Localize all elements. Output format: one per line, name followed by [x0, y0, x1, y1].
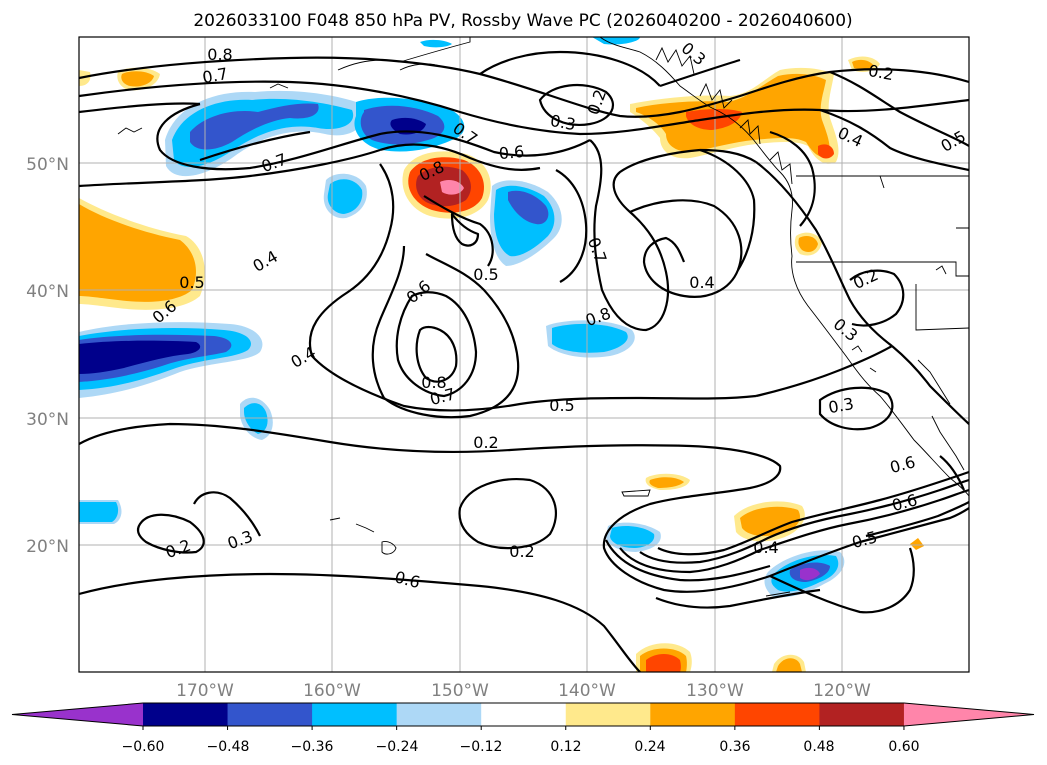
colorbar [11, 702, 1035, 730]
map-panel: 0.8 0.7 0.7 0.6 0.8 0.7 0.3 0.2 0.3 0.2 … [79, 37, 969, 672]
colorbar-tick-label: 0.24 [634, 739, 665, 755]
lon-label: 120°W [813, 681, 871, 701]
colorbar-tick-label: −0.48 [207, 739, 250, 755]
contour-label: 0.5 [179, 273, 204, 292]
colorbar-tick-label: −0.60 [122, 739, 165, 755]
coastlines [117, 37, 969, 597]
colorbar-segment [227, 703, 313, 726]
contour-label: 0.5 [549, 396, 574, 415]
colorbar-segment [565, 703, 651, 726]
contour-label: 0.3 [827, 394, 855, 417]
colorbar-extend-min [12, 703, 143, 726]
colorbar-tick-label: 0.48 [803, 739, 834, 755]
colorbar-segment [481, 703, 567, 726]
contour-label: 0.3 [549, 111, 577, 134]
lat-label: 40°N [26, 282, 69, 302]
colorbar-segment [734, 703, 820, 726]
contour-label: 0.6 [498, 142, 525, 163]
colorbar-tick-label: 0.36 [719, 739, 750, 755]
colorbar-segment [396, 703, 482, 726]
map-frame [78, 36, 970, 673]
colorbar-tick-label: −0.24 [376, 739, 419, 755]
contour-label: 0.4 [689, 273, 714, 292]
colorbar-extend-max [903, 703, 1034, 726]
contour-label: 0.8 [207, 45, 232, 64]
lon-tick-labels: 170°W 160°W 150°W 140°W 130°W 120°W [176, 681, 871, 701]
contour-label: 0.5 [473, 265, 498, 284]
contour-label: 0.8 [421, 373, 446, 392]
graticule [79, 37, 969, 672]
lon-label: 130°W [686, 681, 744, 701]
contour-label: 0.2 [509, 542, 534, 561]
lat-label: 20°N [26, 537, 69, 557]
lon-label: 140°W [558, 681, 616, 701]
lat-label: 30°N [26, 410, 69, 430]
contour-label: 0.2 [473, 433, 498, 452]
colorbar-segment [312, 703, 398, 726]
contour-label: 0.4 [753, 538, 778, 557]
colorbar-segment [650, 703, 736, 726]
colorbar-tick-labels: −0.60 −0.48 −0.36 −0.24 −0.12 0.12 0.24 … [122, 739, 920, 755]
colorbar-tick-label: 0.12 [550, 739, 581, 755]
contour-label: 0.7 [201, 64, 229, 87]
colorbar-tick-label: −0.36 [291, 739, 334, 755]
colorbar-segment [143, 703, 229, 726]
lon-label: 160°W [303, 681, 361, 701]
map-title: 2026033100 F048 850 hPa PV, Rossby Wave … [193, 11, 852, 31]
lat-label: 50°N [26, 155, 69, 175]
pv-contours [79, 50, 969, 672]
lon-label: 150°W [431, 681, 489, 701]
lon-label: 170°W [176, 681, 234, 701]
colorbar-tick-label: −0.12 [460, 739, 503, 755]
colorbar-tick-label: 0.60 [888, 739, 919, 755]
contour-label: 0.2 [867, 61, 895, 84]
colorbar-segment [819, 703, 905, 726]
lat-tick-labels: 50°N 40°N 30°N 20°N [26, 155, 69, 557]
